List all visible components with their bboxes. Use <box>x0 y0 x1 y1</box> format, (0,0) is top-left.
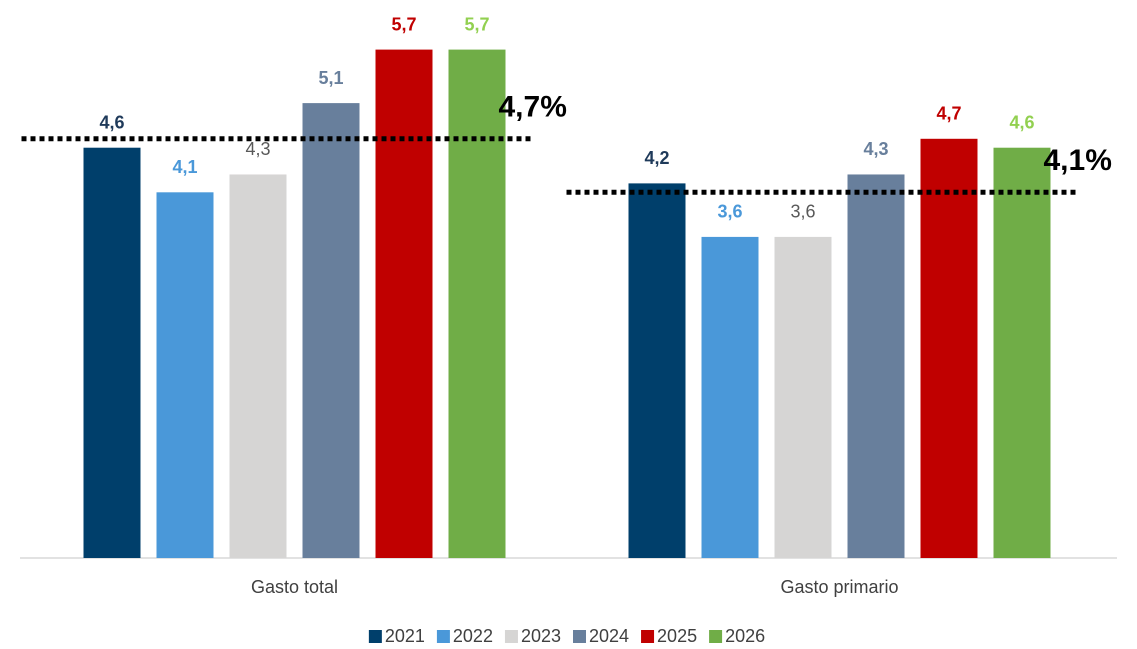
legend-label: 2025 <box>657 626 697 646</box>
bar <box>920 138 978 558</box>
value-label: 3,6 <box>790 202 815 222</box>
value-label: 5,7 <box>464 14 489 34</box>
reference-label: 4,1% <box>1044 144 1112 177</box>
value-label: 4,3 <box>863 139 888 159</box>
legend-swatch <box>368 630 382 643</box>
legend-label: 2023 <box>521 626 561 646</box>
bar <box>847 174 905 558</box>
legend-swatch <box>641 630 655 643</box>
bar <box>993 147 1051 559</box>
value-label: 5,7 <box>391 14 416 34</box>
legend-swatch <box>573 630 586 643</box>
reference-label: 4,7% <box>499 91 567 124</box>
x-tick-label: Gasto total <box>251 577 338 597</box>
bar <box>83 147 141 559</box>
value-label: 4,7 <box>936 104 961 124</box>
bar <box>156 192 214 558</box>
legend-label: 2024 <box>589 626 629 646</box>
legend-swatch <box>504 630 518 643</box>
x-tick-label: Gasto primario <box>780 577 898 597</box>
legend-swatch <box>436 630 450 643</box>
legend-label: 2022 <box>453 626 493 646</box>
legend-label: 2021 <box>385 626 425 646</box>
legend-label: 2026 <box>725 626 765 646</box>
value-label: 4,2 <box>644 148 669 168</box>
bar <box>774 236 832 558</box>
bar <box>448 49 506 559</box>
value-label: 4,6 <box>99 112 124 132</box>
value-label: 4,6 <box>1009 112 1034 132</box>
bar <box>701 236 759 558</box>
bar <box>375 49 433 559</box>
bar <box>628 183 686 559</box>
value-label: 5,1 <box>318 68 343 88</box>
bar <box>229 174 287 558</box>
value-label: 4,3 <box>245 139 270 159</box>
value-label: 4,1 <box>172 157 197 177</box>
value-label: 3,6 <box>717 202 742 222</box>
bar <box>302 103 360 558</box>
legend-swatch <box>709 630 723 643</box>
